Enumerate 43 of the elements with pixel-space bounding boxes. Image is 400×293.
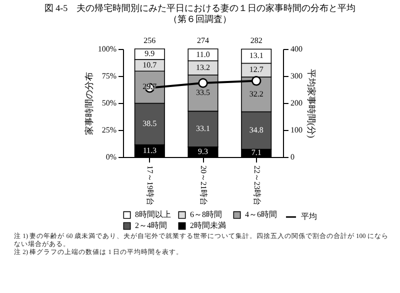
y-axis-title: 家事時間の分布 [83,72,94,135]
point [250,76,261,86]
legend-label: 平均 [300,212,316,221]
y-tick-label: 50% [101,98,116,108]
data-label: 34.8 [248,126,263,135]
data-label: 33.1 [196,124,210,134]
data-label: 9.3 [198,146,208,156]
y2-tick-label: 200 [290,98,302,108]
data-label: 13.1 [248,51,263,60]
legend-label: 6～8時間 [190,210,222,220]
y2-tick-label: 300 [290,72,302,80]
legend-label: 2～4時間 [134,221,166,230]
data-label: 11.3 [142,146,156,155]
y2-tick-label: 100 [290,126,302,134]
data-label: 9.9 [144,49,154,58]
text: 274 [196,36,208,45]
x-tick-label: 17～19時台 [145,166,154,206]
y2-axis-title: 平均家事時間(分) [306,69,316,138]
x-tick-label: 22～23時台 [252,166,261,206]
data-label: 32.2 [248,89,263,98]
data-label: 11.0 [196,50,210,59]
y2-tick-label: 0 [290,152,294,162]
data-label: 29.7 [142,82,156,92]
text: 282 [250,36,262,45]
y-tick-label: 100% [97,44,116,54]
data-label: 10.7 [142,60,156,70]
point [198,78,208,88]
x-tick-label: 20～21時台 [198,166,208,206]
data-label: 7.1 [250,148,261,158]
data-label: 13.2 [196,62,210,72]
legend-label: 2時間未満 [190,221,226,230]
data-label: 12.7 [248,65,263,74]
data-label: 38.5 [142,119,156,128]
legend-label: 8時間以上 [134,210,170,220]
text: 256 [143,36,156,45]
legend-label: 4～6時間 [244,210,276,220]
chart-title: 図 4-5 夫の帰宅時間別にみた平日における妻の１日の家事時間の分布と平均 [43,3,357,14]
y-tick-label: 25% [101,126,116,134]
y-tick-label: 75% [101,72,116,80]
chart-subtitle: （第６回調査） [168,14,232,25]
data-label: 33.5 [196,88,210,98]
y-tick-label: 0% [105,152,116,162]
y2-tick-label: 400 [290,44,302,54]
